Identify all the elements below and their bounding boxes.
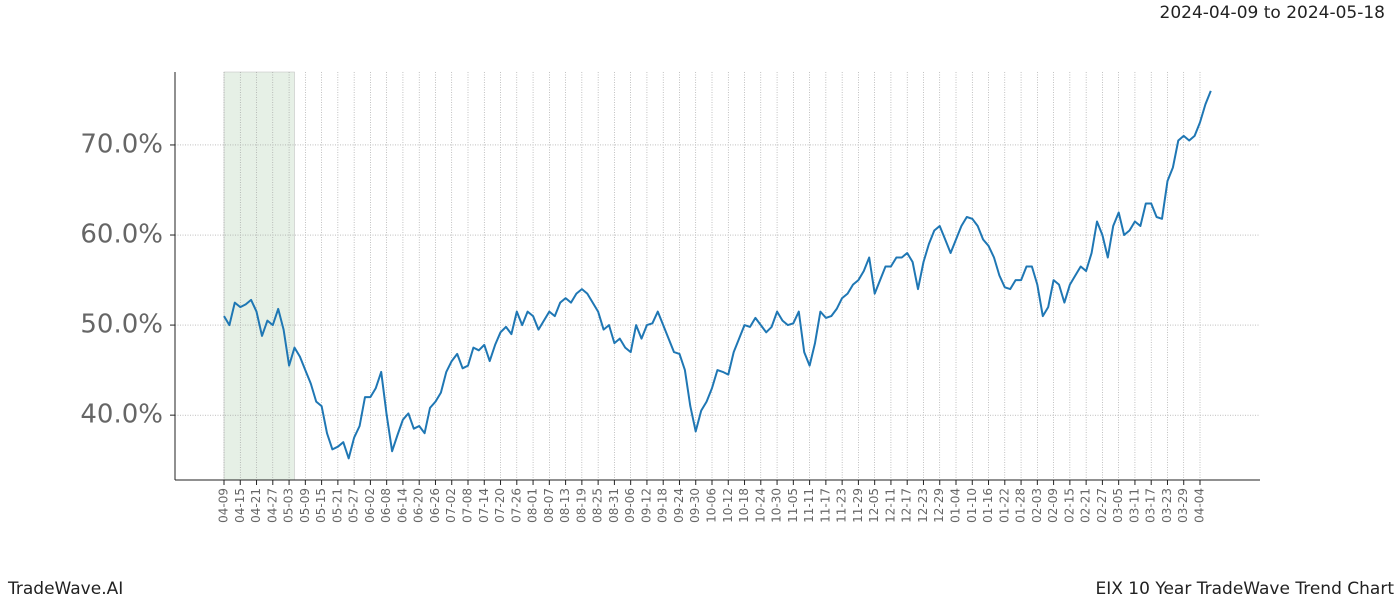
x-tick-label: 07-14 xyxy=(477,488,491,523)
x-tick-label: 06-20 xyxy=(412,488,426,523)
x-tick-label: 07-20 xyxy=(493,488,507,523)
x-tick-label: 07-02 xyxy=(444,488,458,523)
x-tick-label: 04-15 xyxy=(233,488,247,523)
x-tick-label: 10-12 xyxy=(721,488,735,523)
x-tick-label: 03-11 xyxy=(1127,488,1141,523)
x-tick-label: 02-27 xyxy=(1095,488,1109,523)
x-tick-label: 01-16 xyxy=(981,488,995,523)
x-tick-label: 08-25 xyxy=(591,488,605,523)
x-tick-label: 06-14 xyxy=(395,488,409,523)
x-tick-label: 06-26 xyxy=(428,488,442,523)
highlight-span xyxy=(223,71,295,481)
x-tick-label: 08-19 xyxy=(574,488,588,523)
chart-caption: EIX 10 Year TradeWave Trend Chart xyxy=(1096,579,1395,599)
x-tick-label: 02-15 xyxy=(1062,488,1076,523)
x-tick-label: 12-29 xyxy=(932,488,946,523)
x-tick-label: 09-30 xyxy=(688,488,702,523)
x-tick-label: 11-29 xyxy=(851,488,865,523)
x-tick-label: 03-17 xyxy=(1144,488,1158,523)
x-tick-label: 08-13 xyxy=(558,488,572,523)
x-tick-label: 01-28 xyxy=(1014,488,1028,523)
x-tick-label: 09-12 xyxy=(639,488,653,523)
x-tick-label: 04-04 xyxy=(1193,488,1207,523)
y-tick-label: 60.0% xyxy=(80,220,163,250)
x-tick-label: 07-26 xyxy=(509,488,523,523)
date-range: 2024-04-09 to 2024-05-18 xyxy=(1160,3,1385,23)
x-tick-label: 09-24 xyxy=(672,488,686,523)
x-tick-label: 03-23 xyxy=(1160,488,1174,523)
x-tick-label: 11-17 xyxy=(818,488,832,523)
brand: TradeWave.AI xyxy=(7,579,123,599)
x-tick-label: 02-21 xyxy=(1079,488,1093,523)
x-tick-label: 11-05 xyxy=(786,488,800,523)
x-tick-label: 11-11 xyxy=(802,488,816,523)
x-tick-label: 04-27 xyxy=(265,488,279,523)
x-tick-label: 10-06 xyxy=(705,488,719,523)
trend-line xyxy=(223,90,1212,460)
x-tick-label: 10-30 xyxy=(770,488,784,523)
x-tick-label: 03-29 xyxy=(1176,488,1190,523)
x-tick-label: 07-08 xyxy=(461,488,475,523)
x-tick-label: 05-03 xyxy=(282,488,296,523)
x-tick-label: 01-22 xyxy=(997,488,1011,523)
x-tick-label: 08-31 xyxy=(607,488,621,523)
x-tick-label: 09-06 xyxy=(623,488,637,523)
x-tick-label: 01-10 xyxy=(965,488,979,523)
x-tick-label: 09-18 xyxy=(656,488,670,523)
x-tick-label: 02-09 xyxy=(1046,488,1060,523)
x-tick-label: 05-27 xyxy=(347,488,361,523)
x-tick-label: 12-17 xyxy=(900,488,914,523)
x-tick-label: 12-05 xyxy=(867,488,881,523)
x-tick-label: 06-08 xyxy=(379,488,393,523)
x-tick-label: 12-11 xyxy=(883,488,897,523)
x-tick-label: 12-23 xyxy=(916,488,930,523)
x-tick-label: 02-03 xyxy=(1030,488,1044,523)
x-tick-label: 06-02 xyxy=(363,488,377,523)
y-tick-label: 50.0% xyxy=(80,310,163,340)
x-tick-label: 08-07 xyxy=(542,488,556,523)
x-tick-label: 03-05 xyxy=(1111,488,1125,523)
x-tick-label: 10-18 xyxy=(737,488,751,523)
x-tick-label: 01-04 xyxy=(949,488,963,523)
y-tick-label: 70.0% xyxy=(80,129,163,159)
x-tick-label: 04-21 xyxy=(249,488,263,523)
x-tick-label: 08-01 xyxy=(526,488,540,523)
x-tick-label: 04-09 xyxy=(217,488,231,523)
x-tick-label: 05-21 xyxy=(330,488,344,523)
x-tick-label: 05-09 xyxy=(298,488,312,523)
x-tick-label: 05-15 xyxy=(314,488,328,523)
x-tick-label: 11-23 xyxy=(835,488,849,523)
x-tick-label: 10-24 xyxy=(753,488,767,523)
y-tick-label: 40.0% xyxy=(80,400,163,430)
